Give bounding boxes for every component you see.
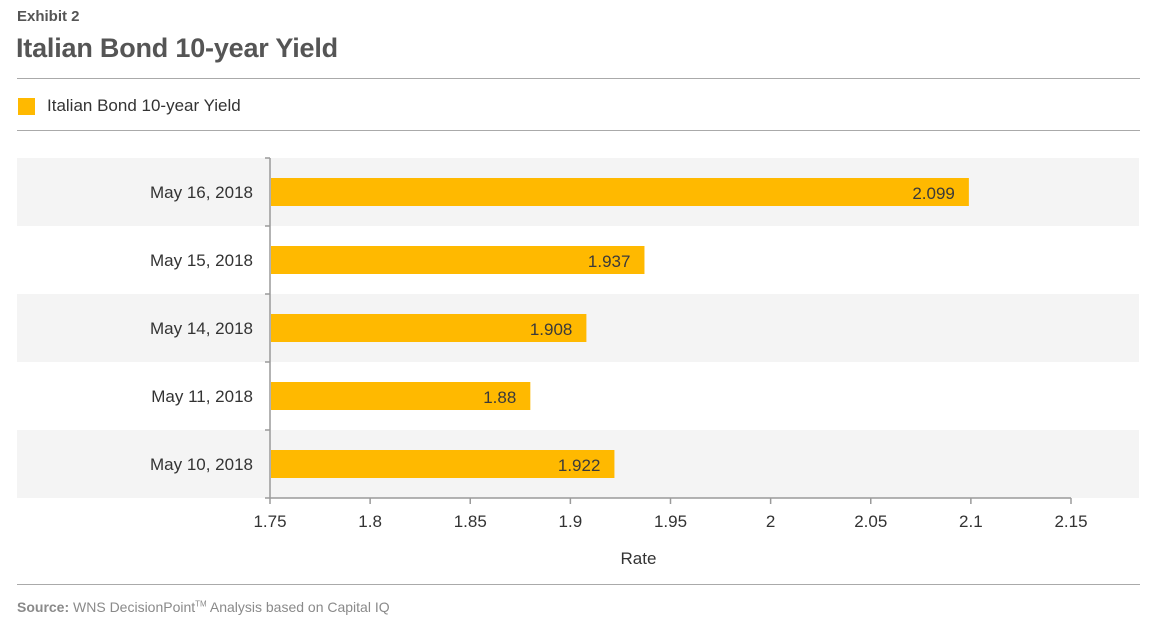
exhibit-label: Exhibit 2 (17, 8, 80, 25)
source-text-prefix: WNS DecisionPoint (73, 599, 196, 615)
data-label: 1.937 (588, 252, 631, 271)
bar (271, 314, 587, 342)
legend-swatch (18, 97, 35, 115)
x-tick-label: 1.9 (559, 512, 583, 531)
category-label: May 11, 2018 (151, 387, 253, 406)
bar-chart: May 16, 2018 2.099 May 15, 2018 1.937 May 14… (17, 157, 1139, 568)
x-tick-label: 1.85 (454, 512, 487, 531)
bar (271, 450, 615, 478)
bar (271, 178, 969, 206)
category-label: May 14, 2018 (150, 319, 253, 338)
x-tick-label: 1.8 (358, 512, 382, 531)
x-tick-label: 2 (766, 512, 775, 531)
bar (271, 382, 531, 410)
category-label: May 16, 2018 (150, 183, 253, 202)
legend-divider (17, 130, 1140, 131)
legend-label: Italian Bond 10-year Yield (47, 96, 241, 115)
x-tick-label: 2.1 (959, 512, 983, 531)
chart-legend: Italian Bond 10-year Yield (18, 96, 241, 116)
x-tick-label: 2.05 (854, 512, 887, 531)
data-label: 1.922 (558, 456, 601, 475)
category-label: May 15, 2018 (150, 251, 253, 270)
trademark-mark: TM (195, 599, 207, 609)
source-note: Source: WNS DecisionPointTM Analysis bas… (17, 599, 390, 615)
data-label: 2.099 (912, 184, 955, 203)
x-tick-label: 2.15 (1054, 512, 1087, 531)
x-tick-label: 1.95 (654, 512, 687, 531)
bar (271, 246, 645, 274)
source-label: Source: (17, 599, 70, 615)
page-title: Italian Bond 10-year Yield (16, 33, 338, 63)
footer-divider (17, 584, 1140, 585)
category-label: May 10, 2018 (150, 455, 253, 474)
source-text-suffix: Analysis based on Capital IQ (209, 599, 390, 615)
title-divider (17, 78, 1140, 79)
data-label: 1.88 (483, 388, 516, 407)
x-axis-title: Rate (621, 549, 657, 568)
x-tick-label: 1.75 (253, 512, 286, 531)
data-label: 1.908 (530, 320, 573, 339)
